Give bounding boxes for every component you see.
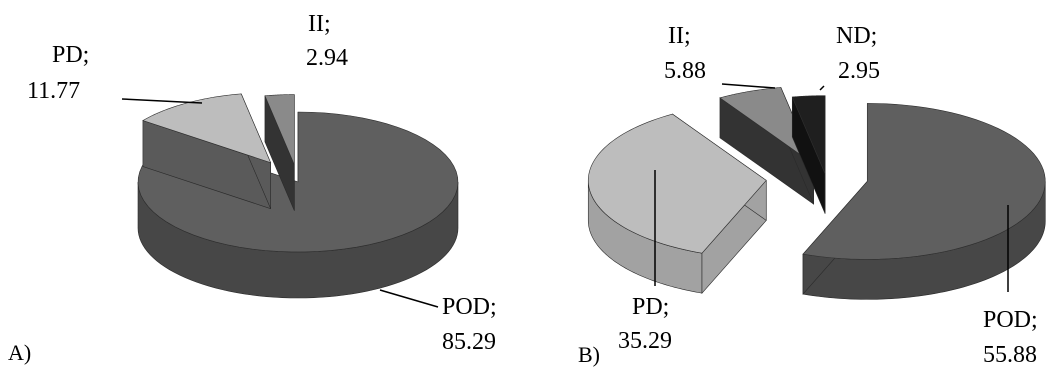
- pie-a-leader-pd: [121, 98, 163, 102]
- pie-b-label-ii-name: II;: [668, 23, 691, 49]
- pie-a-slice-pd: [142, 93, 272, 164]
- pie-a-leader-pd-2: [161, 100, 203, 104]
- pie-b-slice-pd: [587, 113, 767, 254]
- pie-b-label-nd-name: ND;: [836, 23, 877, 49]
- pie-b-label-pd-name: PD;: [632, 294, 669, 320]
- pie-b-slices: [587, 87, 1046, 300]
- pie-chart-a: PD; 11.77 II; 2.94 POD; 85.29 A): [8, 11, 497, 365]
- pie-a-label-pod-value: 85.29: [442, 329, 496, 355]
- pie-b-leader-ii: [721, 83, 776, 89]
- pie-a-label-pod-name: POD;: [442, 294, 497, 320]
- pie-b-slice-nd: [791, 95, 826, 174]
- pie-b-slice-pod: [802, 103, 1046, 260]
- pie-a-leader-pod: [379, 289, 439, 308]
- pie-a-label-ii-value: 2.94: [306, 45, 348, 71]
- panel-label-a: A): [8, 340, 31, 365]
- pie-b-label-pod-name: POD;: [983, 307, 1038, 333]
- pie-b-label-ii-value: 5.88: [664, 58, 706, 84]
- pie-a-slice-pod: [137, 111, 459, 253]
- pie-a-slice-ii: [264, 94, 295, 165]
- pie-b-label-pod-value: 55.88: [983, 342, 1037, 368]
- pie-b-label-pd-value: 35.29: [618, 328, 672, 354]
- pie-b-label-nd-value: 2.95: [838, 58, 880, 84]
- pie-chart-b: II; 5.88 ND; 2.95 PD; 35.29 POD; 55.88 B…: [578, 23, 1046, 368]
- pie-a-label-pd-name: PD;: [52, 42, 89, 68]
- pie-a-slices: [137, 93, 459, 299]
- pie-b-leader-nd: [819, 85, 825, 91]
- pie-a-label-pd-value: 11.77: [27, 78, 80, 104]
- pie-a-label-ii-name: II;: [308, 11, 331, 37]
- panel-label-b: B): [578, 342, 600, 367]
